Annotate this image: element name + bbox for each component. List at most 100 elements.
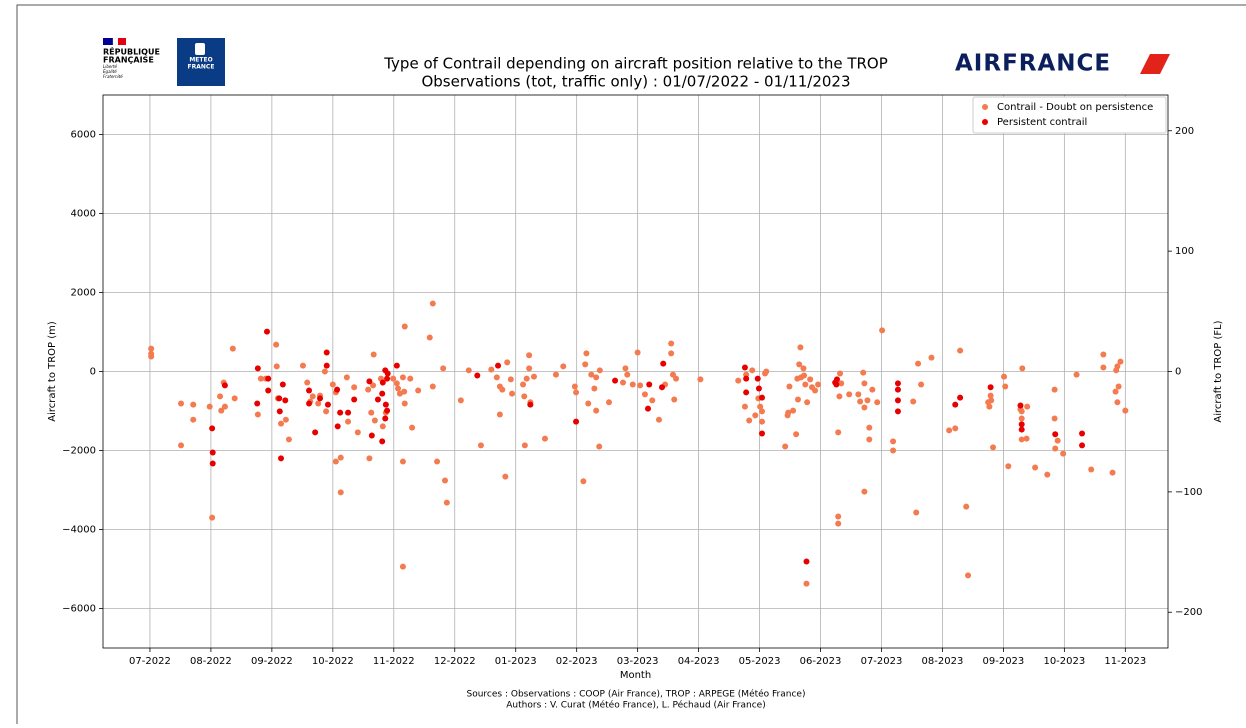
point <box>812 387 819 394</box>
point <box>786 383 793 390</box>
point <box>1112 388 1119 395</box>
point <box>324 401 331 408</box>
y-tick-label: 4000 <box>71 209 96 220</box>
point <box>499 386 506 393</box>
point <box>148 345 155 352</box>
point <box>1002 383 1009 390</box>
point <box>874 399 881 406</box>
point <box>384 407 391 414</box>
y2-tick-label: −100 <box>1175 487 1202 498</box>
point <box>354 429 361 436</box>
point <box>343 374 350 381</box>
point <box>1122 407 1129 414</box>
point <box>988 397 995 404</box>
point <box>440 365 447 372</box>
point <box>1018 426 1025 433</box>
point <box>1079 430 1086 437</box>
point <box>474 372 481 379</box>
x-tick-label: 05-2023 <box>739 656 781 667</box>
point <box>317 395 324 402</box>
point <box>321 368 328 375</box>
legend-box <box>972 96 1167 134</box>
point <box>407 375 414 382</box>
point <box>488 366 495 373</box>
point <box>963 503 970 510</box>
point <box>879 327 886 334</box>
point <box>1109 469 1116 476</box>
point <box>379 423 386 430</box>
point <box>1001 373 1008 380</box>
point <box>426 334 433 341</box>
point <box>276 408 283 415</box>
point <box>366 455 373 462</box>
point <box>1032 464 1039 471</box>
point <box>987 384 994 391</box>
point <box>833 376 840 383</box>
point <box>351 396 358 403</box>
point <box>758 430 765 437</box>
x-tick-label: 06-2023 <box>800 656 842 667</box>
point <box>659 384 666 391</box>
point <box>866 424 873 431</box>
point <box>593 407 600 414</box>
point <box>254 400 261 407</box>
point <box>329 381 336 388</box>
point <box>655 416 662 423</box>
meteo-line2: FRANCE <box>188 64 215 71</box>
point <box>763 368 770 375</box>
plot-frame <box>102 94 1169 649</box>
rf-motto: Fraternité <box>103 74 123 79</box>
point <box>1018 415 1025 422</box>
chart-subtitle: Observations (tot, traffic only) : 01/07… <box>421 73 850 91</box>
point <box>649 397 656 404</box>
y2-tick-label: 100 <box>1175 246 1194 257</box>
point <box>571 383 578 390</box>
point <box>807 376 814 383</box>
point <box>1117 358 1124 365</box>
y-tick-label: 2000 <box>71 288 96 299</box>
x-axis-label: Month <box>620 670 651 681</box>
point <box>952 401 959 408</box>
point <box>221 403 228 410</box>
point <box>206 403 213 410</box>
y-tick-label: −2000 <box>62 446 96 457</box>
rf-line2: FRANÇAISE <box>103 56 154 65</box>
point <box>741 364 748 371</box>
frame <box>16 4 1246 728</box>
point <box>415 387 422 394</box>
point <box>334 423 341 430</box>
point <box>803 558 810 565</box>
x-tick-label: 09-2023 <box>983 656 1025 667</box>
x-tick-label: 10-2023 <box>1043 656 1085 667</box>
x-tick-label: 07-2022 <box>129 656 171 667</box>
point <box>1115 383 1122 390</box>
point <box>861 488 868 495</box>
rf-line1: RÉPUBLIQUE <box>103 46 160 57</box>
point <box>591 385 598 392</box>
point <box>409 424 416 431</box>
point <box>735 377 742 384</box>
meteo-icon <box>195 43 205 55</box>
point <box>368 432 375 439</box>
point <box>596 443 603 450</box>
point <box>441 477 448 484</box>
point <box>368 409 375 416</box>
y-tick-label: 6000 <box>71 130 96 141</box>
point <box>797 344 804 351</box>
point <box>580 478 587 485</box>
point <box>209 514 216 521</box>
point <box>278 455 285 462</box>
x-tick-label: 09-2022 <box>251 656 293 667</box>
point <box>612 377 619 384</box>
meteo-line1: METEO <box>189 57 212 64</box>
point <box>758 418 765 425</box>
point <box>393 362 400 369</box>
point <box>752 412 759 419</box>
point <box>382 401 389 408</box>
point <box>334 386 341 393</box>
point <box>1100 364 1107 371</box>
point <box>952 425 959 432</box>
point <box>1005 463 1012 470</box>
point <box>605 399 612 406</box>
point <box>835 429 842 436</box>
